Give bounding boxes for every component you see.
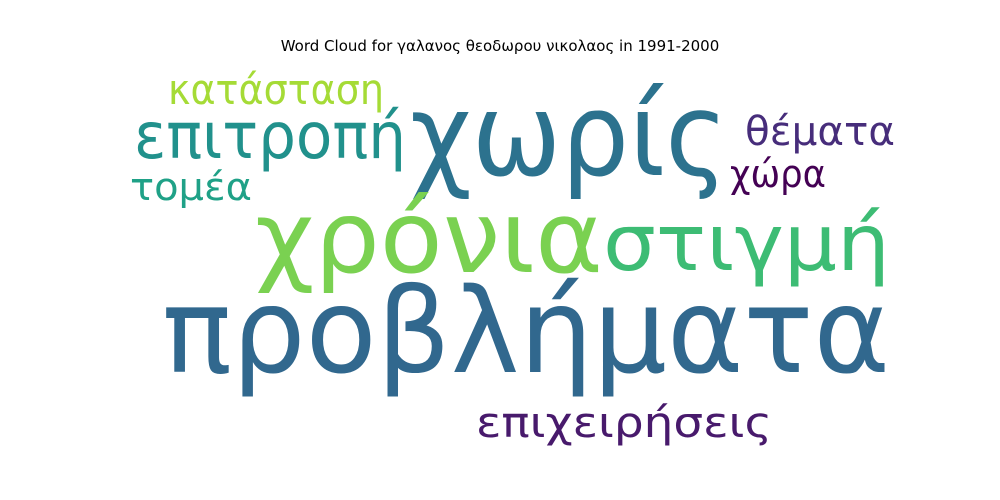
word-10: επιχειρήσεις: [476, 398, 772, 447]
word-4: στιγμή: [603, 199, 890, 289]
word-7: θέματα: [745, 109, 895, 155]
word-1: προβλήματα: [162, 262, 890, 400]
word-6: κατάσταση: [168, 65, 384, 114]
word-5: επιτροπή: [134, 100, 406, 174]
word-9: χώρα: [730, 152, 826, 196]
word-2: χωρίς: [410, 69, 728, 203]
word-8: τομέα: [130, 165, 252, 209]
word-3: χρόνια: [255, 179, 603, 296]
chart-title: Word Cloud for γαλανος θεοδωρου νικολαος…: [280, 37, 720, 55]
